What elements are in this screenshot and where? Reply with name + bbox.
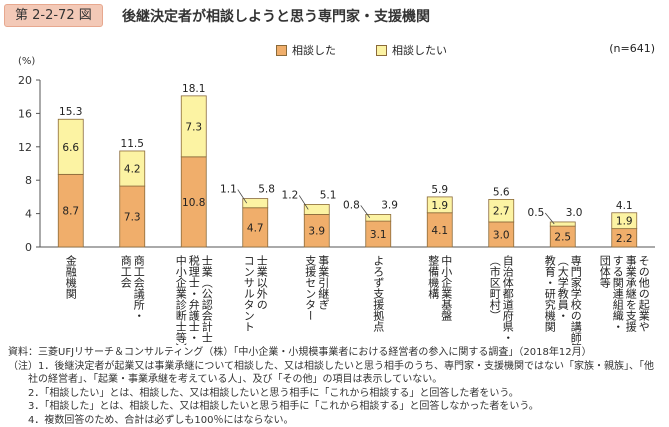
- x-category-label: する関連組織・: [611, 255, 624, 332]
- data-label-want-consult: 0.5: [528, 207, 545, 219]
- data-label-consulted: 3.9: [308, 226, 325, 238]
- x-category-label: 整備機構: [427, 254, 440, 299]
- note-1: （注）1．後継決定者が起業又は事業承継について相談した、又は相談したいと思う相手…: [8, 360, 663, 374]
- x-category-label: 事業引継ぎ: [317, 255, 330, 310]
- data-label-consulted: 3.1: [370, 229, 387, 241]
- x-category-label: （市区町村）: [488, 255, 501, 321]
- data-label-consulted: 8.7: [62, 206, 79, 218]
- note-2: 2．「相談したい」とは、相談した、又は相談したいと思う相手に「これから相談する」…: [8, 387, 663, 401]
- data-label-total: 5.1: [320, 189, 337, 201]
- data-label-total: 18.1: [182, 83, 205, 95]
- data-label-total: 3.9: [381, 199, 398, 211]
- data-label-consulted: 2.5: [554, 232, 571, 244]
- x-category-label: 自治体都道府県・: [501, 255, 514, 343]
- y-tick-label: 12: [18, 141, 32, 154]
- data-label-want-consult: 1.1: [220, 184, 237, 196]
- data-label-total: 5.8: [258, 184, 275, 196]
- leader-line: [238, 190, 247, 204]
- data-label-total: 3.0: [566, 207, 583, 219]
- data-label-want-consult: 2.7: [493, 206, 510, 218]
- data-label-consulted: 3.0: [493, 229, 510, 241]
- data-label-consulted: 4.7: [247, 222, 264, 234]
- data-label-consulted: 7.3: [124, 212, 141, 224]
- data-label-consulted: 10.8: [182, 197, 205, 209]
- x-category-label: 商工会: [119, 254, 132, 288]
- x-category-label: よろず支援拠点: [372, 255, 385, 333]
- x-category-label: 中小企業診断士等）: [174, 255, 187, 345]
- data-label-want-consult: 1.9: [431, 200, 448, 212]
- y-tick-label: 20: [18, 74, 32, 87]
- note-4: 4．複数回答のため、合計は必ずしも100％にはならない。: [8, 414, 663, 427]
- data-label-want-consult: 0.8: [343, 199, 360, 211]
- y-unit-label: (%): [18, 56, 35, 67]
- chart-notes: 資料：三菱UFJリサーチ＆コンサルティング（株）「中小企業・小規模事業者における…: [8, 346, 663, 427]
- x-category-label: 団体等: [598, 255, 611, 288]
- note-source: 資料：三菱UFJリサーチ＆コンサルティング（株）「中小企業・小規模事業者における…: [8, 346, 663, 360]
- data-label-want-consult: 1.2: [282, 189, 299, 201]
- data-label-want-consult: 6.6: [62, 142, 79, 154]
- stacked-bar-chart: (%) 0 4 8 12 16 20 8.7 6.6 15.3 金融機関 7.3 4.2 11.5 商工会議…: [0, 0, 669, 345]
- leader-line: [361, 205, 370, 217]
- leader-line: [299, 195, 308, 209]
- data-label-want-consult: 1.9: [616, 216, 633, 228]
- x-category-label: 教育・研究機関: [543, 255, 556, 332]
- data-label-want-consult: 4.2: [124, 164, 141, 176]
- note-3: 3．「相談した」とは、相談した、又は相談したいと思う相手に「これから相談する」と…: [8, 400, 663, 414]
- x-category-label: 士業（公認会計士・: [200, 255, 213, 345]
- data-label-total: 5.6: [493, 186, 510, 198]
- x-category-label: 中小企業基盤: [440, 255, 453, 321]
- x-category-label: 支援センター: [304, 255, 317, 321]
- x-category-label: コンサルタント: [242, 255, 255, 332]
- y-tick-label: 0: [25, 241, 32, 254]
- data-label-total: 5.9: [431, 184, 448, 196]
- leader-line: [545, 213, 554, 224]
- data-label-want-consult: 7.3: [185, 121, 202, 133]
- data-label-total: 11.5: [121, 138, 144, 150]
- x-category-label: 事業承継を支援: [624, 255, 637, 333]
- x-category-label: 金融機関: [64, 254, 77, 299]
- x-category-label: 士業以外の: [255, 255, 268, 310]
- note-1-cont: 社の経営者」、「起業・事業承継を考えている人」、及び「その他」の項目は表示してい…: [8, 373, 663, 387]
- data-label-consulted: 4.1: [431, 225, 448, 237]
- y-tick-label: 8: [25, 174, 32, 187]
- y-tick-label: 16: [18, 107, 32, 120]
- data-label-total: 4.1: [616, 200, 633, 212]
- x-category-label: 専門家学校の講師等）: [569, 255, 582, 345]
- x-category-label: （大学教員・: [556, 255, 569, 321]
- x-category-label: 商工会議所・: [132, 254, 145, 321]
- x-category-label: その他の起業や: [637, 255, 650, 332]
- data-label-consulted: 2.2: [616, 233, 633, 245]
- data-label-total: 15.3: [59, 106, 82, 118]
- y-tick-label: 4: [25, 208, 32, 221]
- x-category-label: 税理士・弁護士・: [187, 254, 200, 343]
